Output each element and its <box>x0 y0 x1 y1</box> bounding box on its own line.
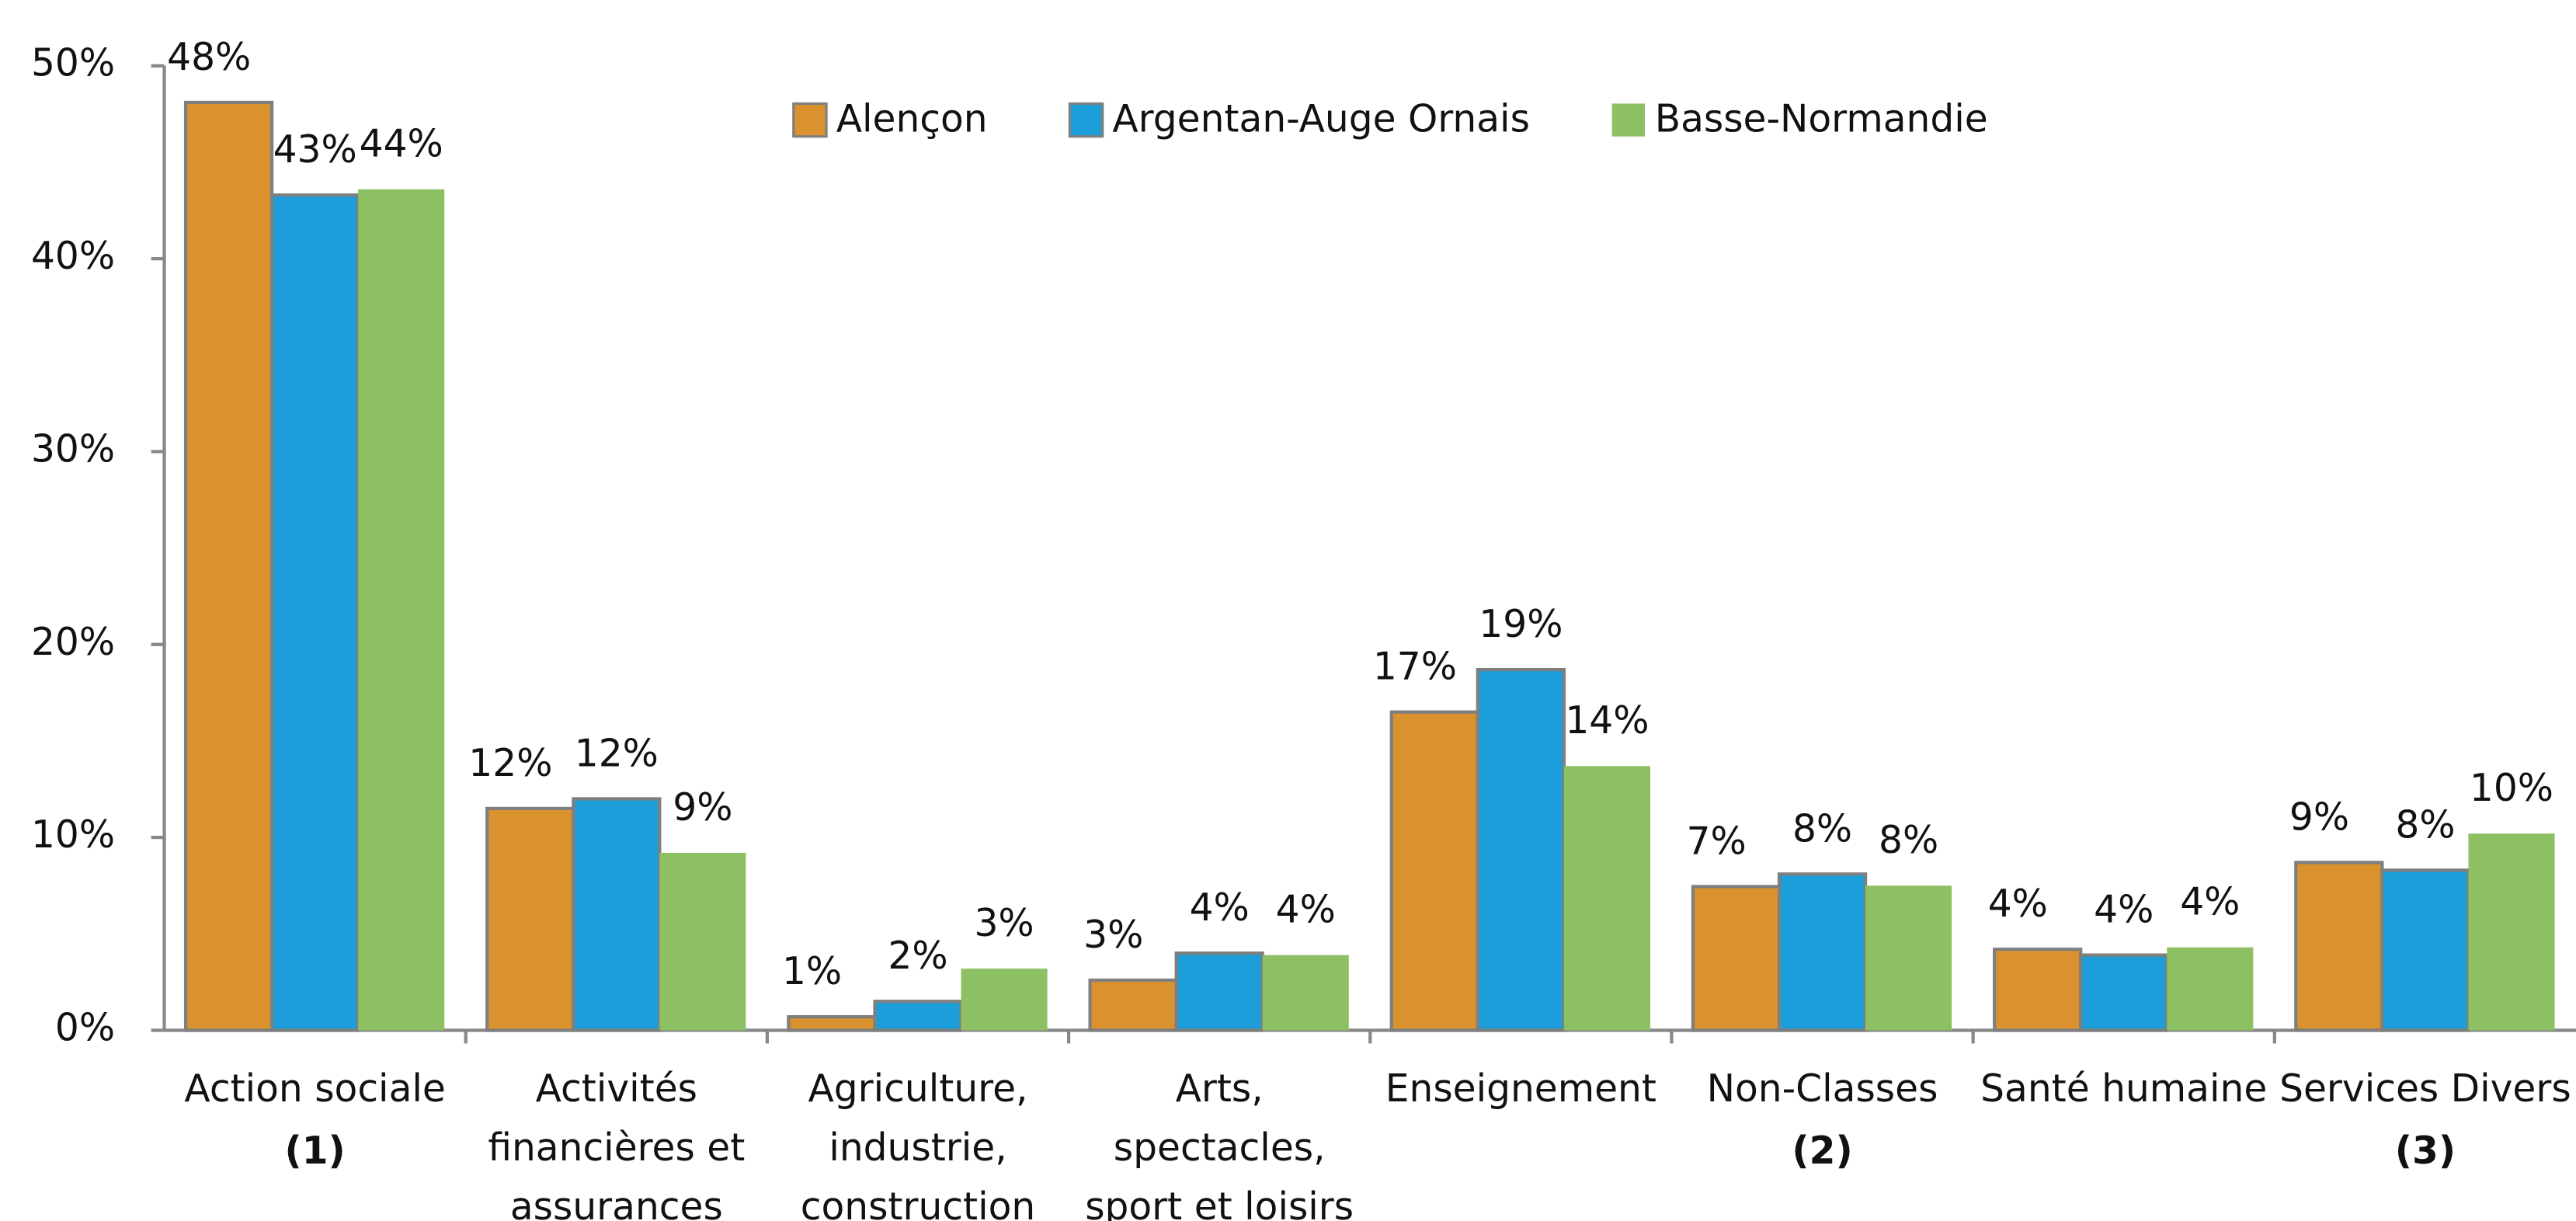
value-label: 4% <box>1190 886 1250 930</box>
value-label: 4% <box>2180 881 2240 924</box>
bar <box>787 1014 877 1032</box>
value-label: 3% <box>974 902 1034 945</box>
bar <box>1174 951 1264 1032</box>
x-tick-note: (1) <box>284 1129 345 1173</box>
value-label: 12% <box>575 732 659 775</box>
x-tick-label: Enseignement <box>1385 1067 1656 1111</box>
y-tick-label: 0% <box>55 1006 115 1049</box>
legend-swatch <box>1611 103 1646 137</box>
value-label: 7% <box>1687 819 1747 863</box>
bar <box>659 853 746 1031</box>
value-label: 3% <box>1083 913 1143 957</box>
x-tick-label: industrie, <box>829 1126 1006 1170</box>
value-label: 43% <box>273 128 357 172</box>
bar <box>183 100 274 1032</box>
bar <box>1865 885 1952 1031</box>
value-label: 8% <box>1879 819 1938 862</box>
value-label: 4% <box>1988 882 2048 926</box>
value-label: 14% <box>1565 699 1649 743</box>
value-label: 2% <box>888 934 947 978</box>
bar <box>873 1000 963 1032</box>
x-tick-label: assurances <box>510 1185 723 1221</box>
x-tick-label: spectacles, <box>1114 1126 1326 1170</box>
y-tick-label: 50% <box>31 42 115 85</box>
x-tick-note: (2) <box>1792 1129 1852 1173</box>
x-tick-label: Santé humaine <box>1980 1067 2267 1111</box>
value-label: 17% <box>1373 645 1457 689</box>
legend-label: Argentan-Auge Ornais <box>1112 98 1530 141</box>
value-label: 8% <box>1792 807 1852 851</box>
x-tick-label: Agriculture, <box>808 1067 1028 1111</box>
x-tick-label: Activités <box>536 1067 697 1111</box>
bar <box>485 806 575 1032</box>
y-tick-label: 20% <box>31 621 115 664</box>
bar <box>572 797 662 1032</box>
value-label: 48% <box>167 36 251 79</box>
value-label: 10% <box>2470 767 2553 810</box>
x-tick-label: Action sociale <box>184 1067 445 1111</box>
value-label: 9% <box>2289 795 2349 839</box>
y-tick-label: 10% <box>31 813 115 857</box>
value-label: 4% <box>1276 889 1336 932</box>
bar <box>358 189 445 1031</box>
legend-label: Alençon <box>836 98 988 141</box>
value-label: 44% <box>360 123 443 166</box>
x-tick-label: financières et <box>488 1126 745 1170</box>
value-label: 12% <box>468 742 552 785</box>
y-tick-label: 40% <box>31 235 115 278</box>
bar <box>1262 955 1349 1031</box>
y-tick-label: 30% <box>31 427 115 471</box>
legend-label: Basse-Normandie <box>1655 98 1988 141</box>
value-label: 4% <box>2094 889 2154 932</box>
x-tick-label: construction <box>801 1185 1035 1221</box>
bar <box>1088 978 1178 1032</box>
x-tick-note: (3) <box>2395 1129 2456 1173</box>
value-label: 9% <box>673 786 732 830</box>
bar <box>1777 872 1868 1032</box>
x-tick-label: Non-Classes <box>1707 1067 1938 1111</box>
bar <box>2380 868 2470 1032</box>
bar <box>2079 953 2169 1032</box>
bar <box>2294 861 2384 1032</box>
value-label: 1% <box>782 950 842 993</box>
bar <box>1563 766 1650 1031</box>
legend-swatch <box>792 102 828 138</box>
legend-swatch <box>1068 102 1104 138</box>
x-tick-label: Services Divers <box>2279 1067 2571 1111</box>
x-tick-label: Arts, <box>1176 1067 1264 1111</box>
bar <box>961 969 1048 1031</box>
bar <box>2167 947 2254 1031</box>
x-tick-label: sport et loisirs <box>1085 1185 1354 1221</box>
value-label: 19% <box>1479 603 1563 646</box>
bar <box>1476 667 1566 1032</box>
bar <box>1389 710 1479 1032</box>
bar <box>1993 948 2083 1032</box>
bar <box>2468 833 2555 1031</box>
bar <box>1691 885 1782 1032</box>
value-label: 8% <box>2395 803 2455 847</box>
bar <box>269 193 360 1032</box>
